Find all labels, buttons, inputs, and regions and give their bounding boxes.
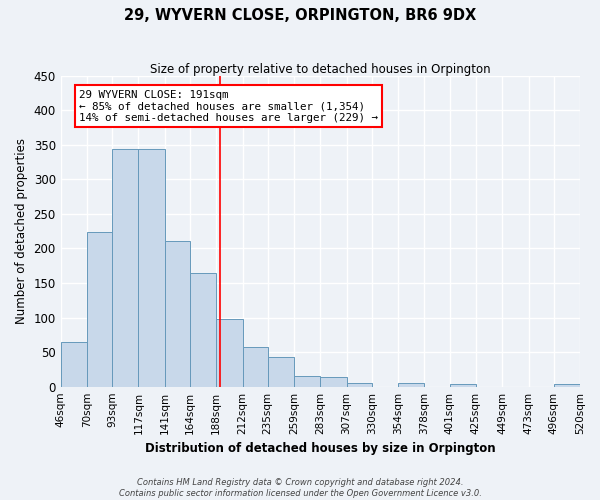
Bar: [347, 382, 372, 386]
Bar: [320, 377, 347, 386]
X-axis label: Distribution of detached houses by size in Orpington: Distribution of detached houses by size …: [145, 442, 496, 455]
Bar: [216, 319, 242, 386]
Bar: [87, 232, 112, 386]
Bar: [61, 342, 87, 386]
Text: 29, WYVERN CLOSE, ORPINGTON, BR6 9DX: 29, WYVERN CLOSE, ORPINGTON, BR6 9DX: [124, 8, 476, 22]
Bar: [242, 348, 268, 387]
Bar: [398, 382, 424, 386]
Bar: [190, 272, 216, 386]
Text: Contains HM Land Registry data © Crown copyright and database right 2024.
Contai: Contains HM Land Registry data © Crown c…: [119, 478, 481, 498]
Text: 29 WYVERN CLOSE: 191sqm
← 85% of detached houses are smaller (1,354)
14% of semi: 29 WYVERN CLOSE: 191sqm ← 85% of detache…: [79, 90, 378, 122]
Bar: [294, 376, 320, 386]
Bar: [139, 149, 165, 386]
Bar: [165, 242, 190, 386]
Bar: [112, 149, 139, 386]
Bar: [268, 357, 294, 386]
Title: Size of property relative to detached houses in Orpington: Size of property relative to detached ho…: [150, 62, 491, 76]
Bar: [554, 384, 580, 386]
Bar: [449, 384, 476, 386]
Y-axis label: Number of detached properties: Number of detached properties: [15, 138, 28, 324]
